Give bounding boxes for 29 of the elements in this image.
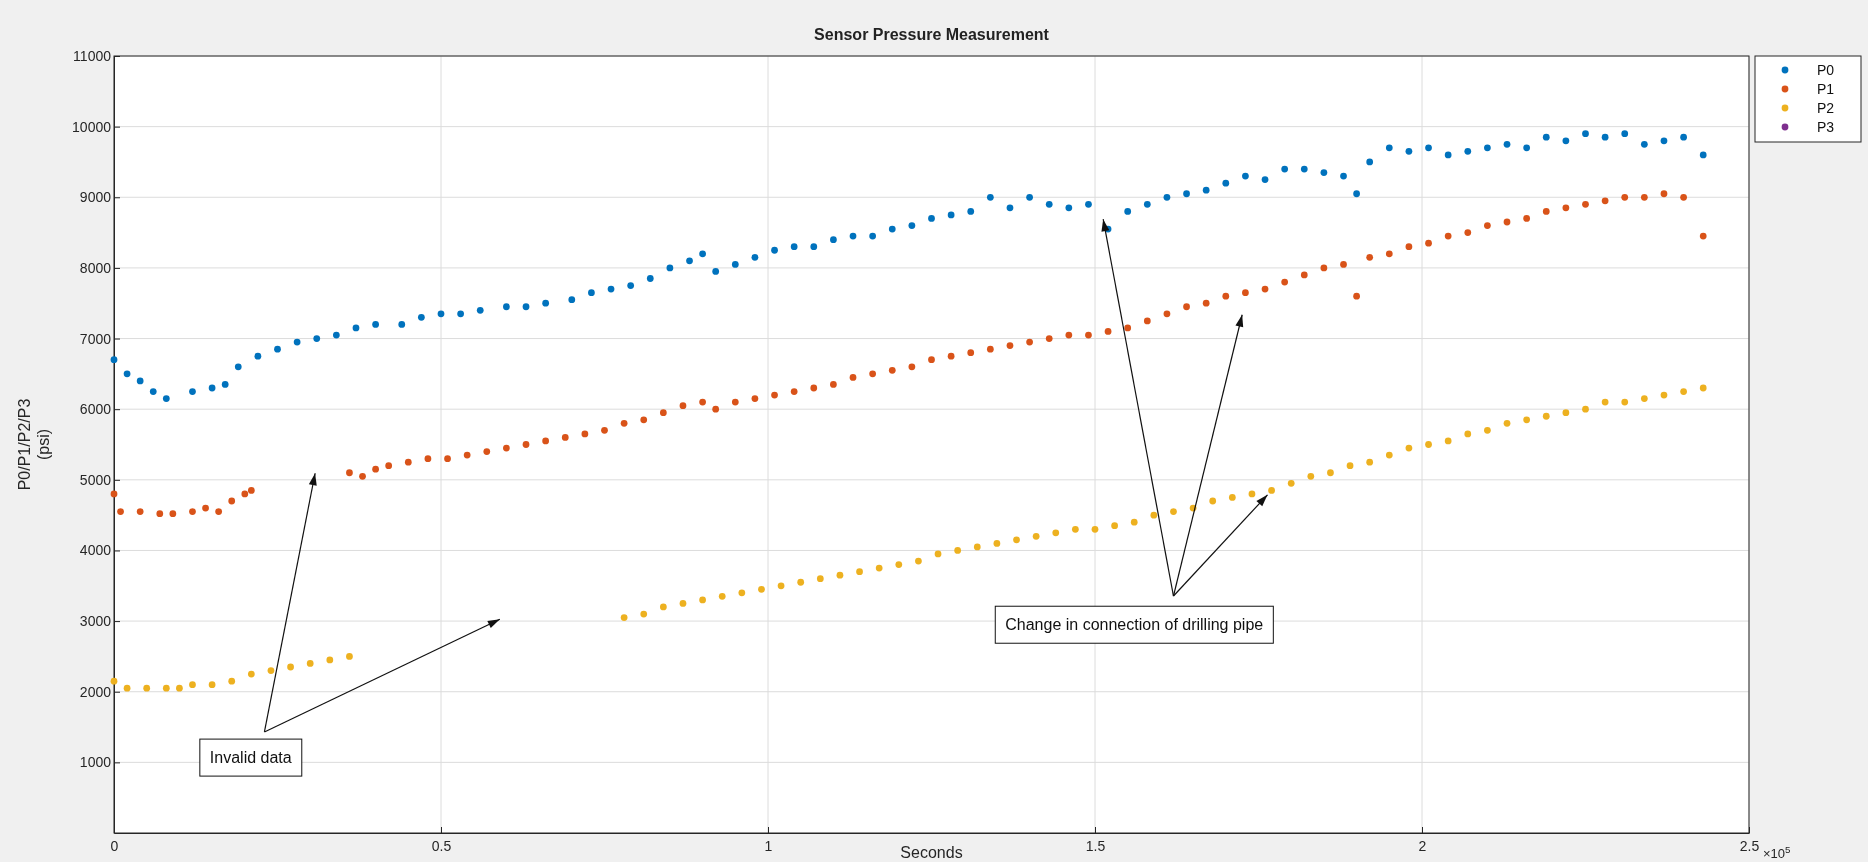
callout-box: Change in connection of drilling pipe bbox=[994, 605, 1274, 644]
x-tick-label: 1.5 bbox=[1085, 838, 1106, 855]
y-tick-label: 4000 bbox=[79, 542, 112, 559]
legend-label: P2 bbox=[1817, 100, 1835, 116]
y-tick-label: 9000 bbox=[79, 189, 112, 206]
y-tick-label: 1000 bbox=[79, 754, 112, 771]
chart-title: Sensor Pressure Measurement bbox=[814, 26, 1050, 43]
y-tick-label: 7000 bbox=[79, 330, 112, 347]
legend-label: P3 bbox=[1817, 119, 1835, 135]
x-tick-label: 2 bbox=[1418, 838, 1427, 855]
x-tick-label: 2.5 bbox=[1739, 838, 1760, 855]
x-tick-label: 0.5 bbox=[431, 838, 452, 855]
x-tick-label: 1 bbox=[764, 838, 773, 855]
text: ×10$^{5}$ bbox=[1763, 843, 1792, 861]
legend-label: P0 bbox=[1817, 62, 1835, 78]
y-tick-label: 8000 bbox=[79, 259, 112, 276]
annotation: Invalid data bbox=[209, 749, 292, 767]
y-tick-label: 6000 bbox=[79, 401, 112, 418]
y-tick-label: 10000 bbox=[72, 118, 112, 135]
y-tick-label: 3000 bbox=[79, 613, 112, 630]
callout-box: Invalid data bbox=[199, 738, 303, 777]
y-tick-label: 11000 bbox=[73, 47, 112, 64]
y-axis-title: P0/P1/P2/P3 (psi) bbox=[16, 398, 53, 491]
annotation: Change in connection of drilling pipe bbox=[1005, 616, 1264, 634]
x-axis-title: Seconds bbox=[900, 844, 963, 861]
y-tick-label: 2000 bbox=[79, 683, 112, 700]
legend-label: P1 bbox=[1817, 81, 1835, 97]
x-tick-label: 0 bbox=[110, 838, 119, 855]
y-tick-label: 5000 bbox=[79, 471, 112, 488]
